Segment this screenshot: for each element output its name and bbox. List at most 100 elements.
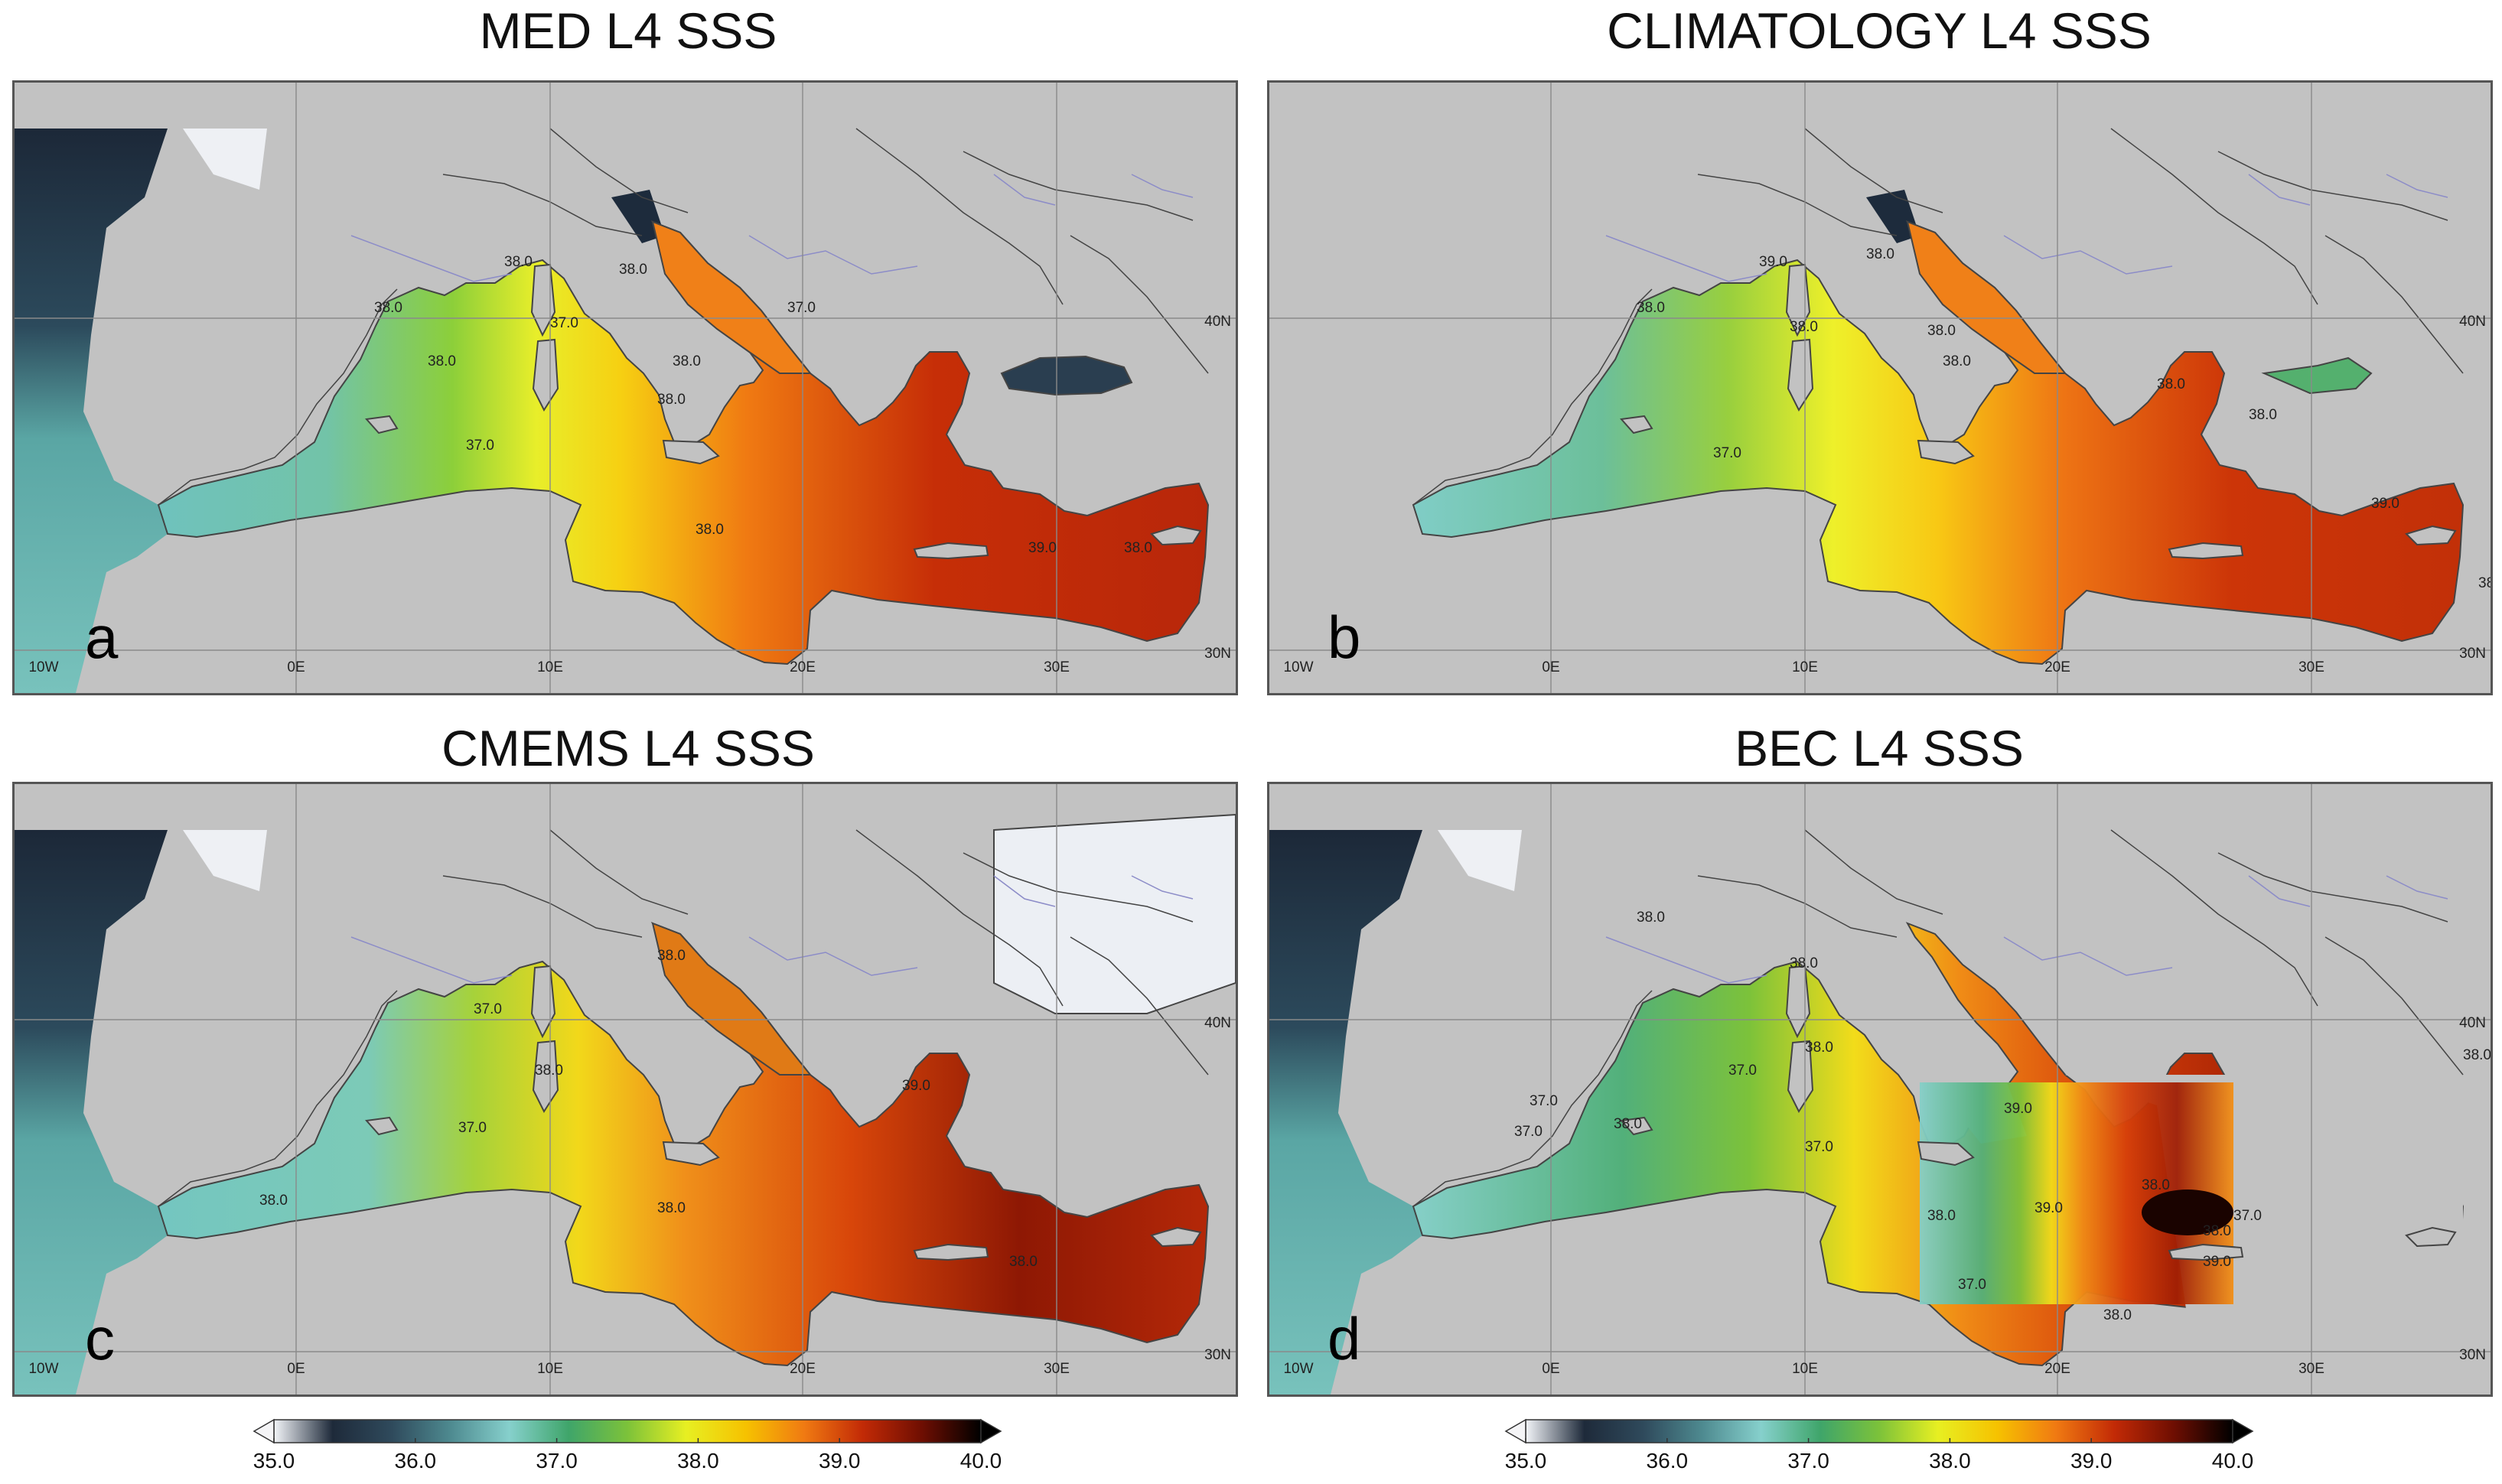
contour-label: 37.0 (1958, 1277, 1986, 1293)
island (662, 1141, 720, 1167)
colorbar-max-arrow (980, 1418, 1002, 1444)
colorbar-tick-label: 35.0 (1504, 1449, 1547, 1473)
colorbar-tick-label: 38.0 (677, 1449, 719, 1473)
longitude-tick-label: 10W (1283, 659, 1313, 675)
island (2405, 1226, 2457, 1248)
river (350, 235, 513, 282)
river (1131, 174, 1194, 198)
river (1605, 235, 1767, 282)
latitude-tick-label: 30N (1204, 646, 1231, 662)
colorbar-left (252, 1418, 1002, 1444)
coastline (855, 829, 1064, 1007)
island (532, 338, 559, 412)
longitude-tick-label: 20E (790, 1361, 816, 1377)
island (1787, 1040, 1814, 1114)
black-sea (1000, 355, 1133, 396)
longitude-tick-label: 10E (1792, 1361, 1818, 1377)
contour-label: 37.0 (550, 315, 578, 331)
contour-label: 38.0 (428, 353, 456, 369)
colorbar-tick-label: 36.0 (394, 1449, 437, 1473)
contour-label: 37.0 (1530, 1093, 1558, 1109)
longitude-tick-label: 30E (2298, 659, 2324, 675)
contour-label: 38.0 (657, 1200, 686, 1216)
contour-label: 37.0 (1805, 1139, 1833, 1155)
contour-label: 38.0 (1790, 955, 1818, 971)
map-canvas-b: 10W 0E 10E 20E 30E 40N 30N 38.0 39.0 38.0 38.0 38.0… (1269, 83, 2491, 693)
atlantic-ocean (15, 129, 168, 693)
longitude-tick-label: 0E (287, 659, 305, 675)
colorbar-tick-label: 36.0 (1646, 1449, 1689, 1473)
po-river-plume (1866, 190, 1920, 243)
island (530, 263, 556, 337)
contour-label: 38.0 (2103, 1307, 2132, 1323)
latitude-tick-label: 30N (2459, 646, 2486, 662)
contour-label: 38.0 (1637, 910, 1665, 926)
island (1787, 338, 1814, 412)
map-panel-b: 10W 0E 10E 20E 30E 40N 30N 38.0 39.0 38.0 38.0 38.0… (1267, 80, 2493, 695)
latitude-tick-label: 30N (2459, 1347, 2486, 1363)
river (993, 174, 1056, 206)
panel-title-c: CMEMS L4 SSS (441, 720, 815, 776)
colorbar-tick-label: 37.0 (1787, 1449, 1829, 1473)
colorbar-tick-label: 35.0 (252, 1449, 295, 1473)
atlantic-ocean (1269, 830, 1422, 1395)
bec-high-salinity-core (2142, 1189, 2233, 1235)
island (1620, 1116, 1653, 1136)
contour-label: 37.0 (1514, 1124, 1543, 1140)
coastline (2324, 936, 2464, 1076)
contour-label: 38.0 (673, 353, 701, 369)
contour-label: 38.0 (1943, 353, 1971, 369)
bay-of-biscay-low-salinity (1438, 830, 1522, 891)
coastline (2217, 151, 2448, 221)
map-panel-d: 10W 0E 10E 20E 30E 40N 30N 38.0 38.0 37.0 37.0 38.0… (1267, 782, 2493, 1397)
island (1620, 415, 1653, 434)
atlantic-ocean (15, 830, 168, 1395)
black-sea (2261, 356, 2373, 395)
longitude-tick-label: 10E (537, 1361, 563, 1377)
longitude-tick-label: 0E (1542, 1361, 1559, 1377)
island (532, 1040, 559, 1114)
river (748, 936, 918, 976)
coastline (1070, 936, 1209, 1076)
adriatic-sea-field (651, 922, 813, 1076)
adriatic-sea-field (651, 220, 813, 374)
longitude-tick-label: 20E (2044, 659, 2070, 675)
contour-label: 37.0 (1728, 1063, 1757, 1079)
contour-label: 39.0 (1759, 254, 1787, 270)
contour-label: 38.0 (1124, 540, 1152, 556)
coastline (1804, 128, 1943, 213)
island (1150, 525, 1202, 546)
map-canvas-d: 10W 0E 10E 20E 30E40N30N38.038.037.037.038.0… (1269, 784, 2491, 1395)
longitude-tick-label: 10W (28, 1361, 58, 1377)
contour-label: 38.0 (1927, 1208, 1956, 1224)
island (913, 1243, 989, 1261)
island (365, 415, 399, 434)
island (913, 542, 989, 560)
river (350, 936, 513, 984)
river (993, 875, 1056, 907)
contour-label: 38.0 (374, 300, 402, 316)
contour-label: 38.0 (2478, 575, 2491, 591)
latitude-tick-label: 40N (1204, 314, 1231, 330)
colorbar-tick-label: 40.0 (959, 1449, 1002, 1473)
panel-letter-c: c (85, 1305, 115, 1372)
island (530, 965, 556, 1039)
colorbar-min-arrow (1504, 1418, 1526, 1444)
map-panel-a: 10W 0E 10E 20E 30E 40N 30N 38.0 38.0 38.0 37.0 38.0… (12, 80, 1238, 695)
coastline (963, 852, 1194, 923)
coastline (855, 128, 1064, 305)
coastline (158, 990, 398, 1207)
colorbar-right (1504, 1418, 2254, 1444)
map-panel-c: 10W 0E 10E 20E 30E 40N 30N 38.0 37.0 38.0 37.0 38.0… (12, 782, 1238, 1397)
coastline (2217, 852, 2448, 923)
contour-label: 38.0 (1637, 300, 1665, 316)
map-canvas-a: 10W 0E 10E 20E 30E 40N 30N 38.0 38.0 38.0 37.0 38.0… (15, 83, 1236, 693)
longitude-tick-label: 10W (28, 659, 58, 675)
colorbar-min-arrow (252, 1418, 275, 1444)
longitude-tick-label: 30E (1044, 1361, 1070, 1377)
contour-label: 38.0 (535, 1063, 563, 1079)
map-canvas-c: 10W 0E 10E 20E 30E 40N 30N 38.0 37.0 38.0 37.0 38.0… (15, 784, 1236, 1395)
island (1785, 263, 1811, 337)
contour-label: 38.0 (2249, 407, 2277, 423)
contour-label: 38.0 (657, 948, 686, 964)
